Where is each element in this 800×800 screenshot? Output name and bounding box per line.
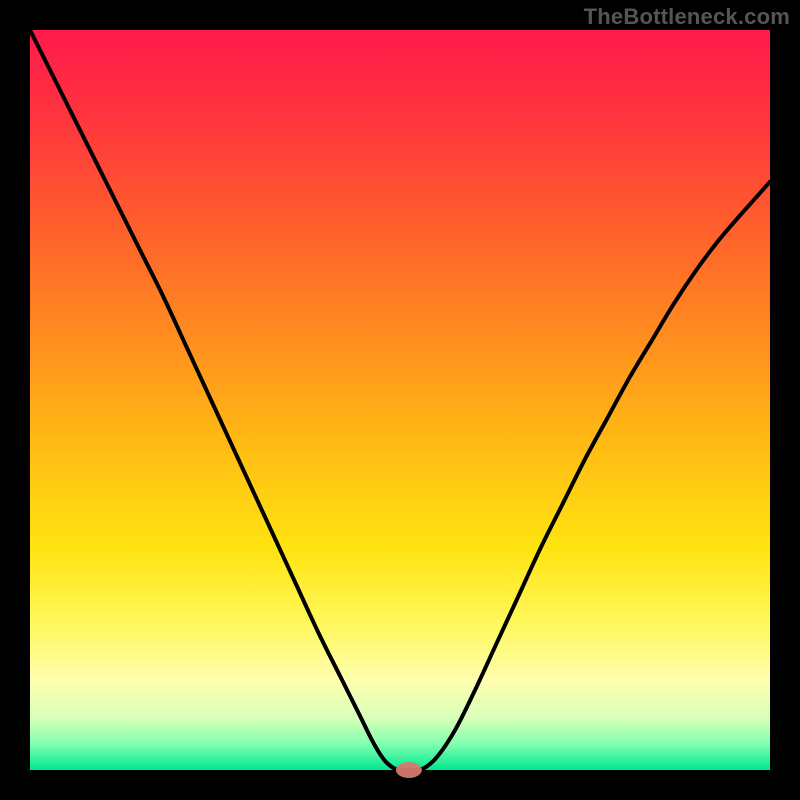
optimal-point-marker	[396, 762, 422, 778]
watermark-text: TheBottleneck.com	[584, 4, 790, 30]
plot-background	[30, 30, 770, 770]
bottleneck-chart	[0, 0, 800, 800]
chart-container: TheBottleneck.com	[0, 0, 800, 800]
